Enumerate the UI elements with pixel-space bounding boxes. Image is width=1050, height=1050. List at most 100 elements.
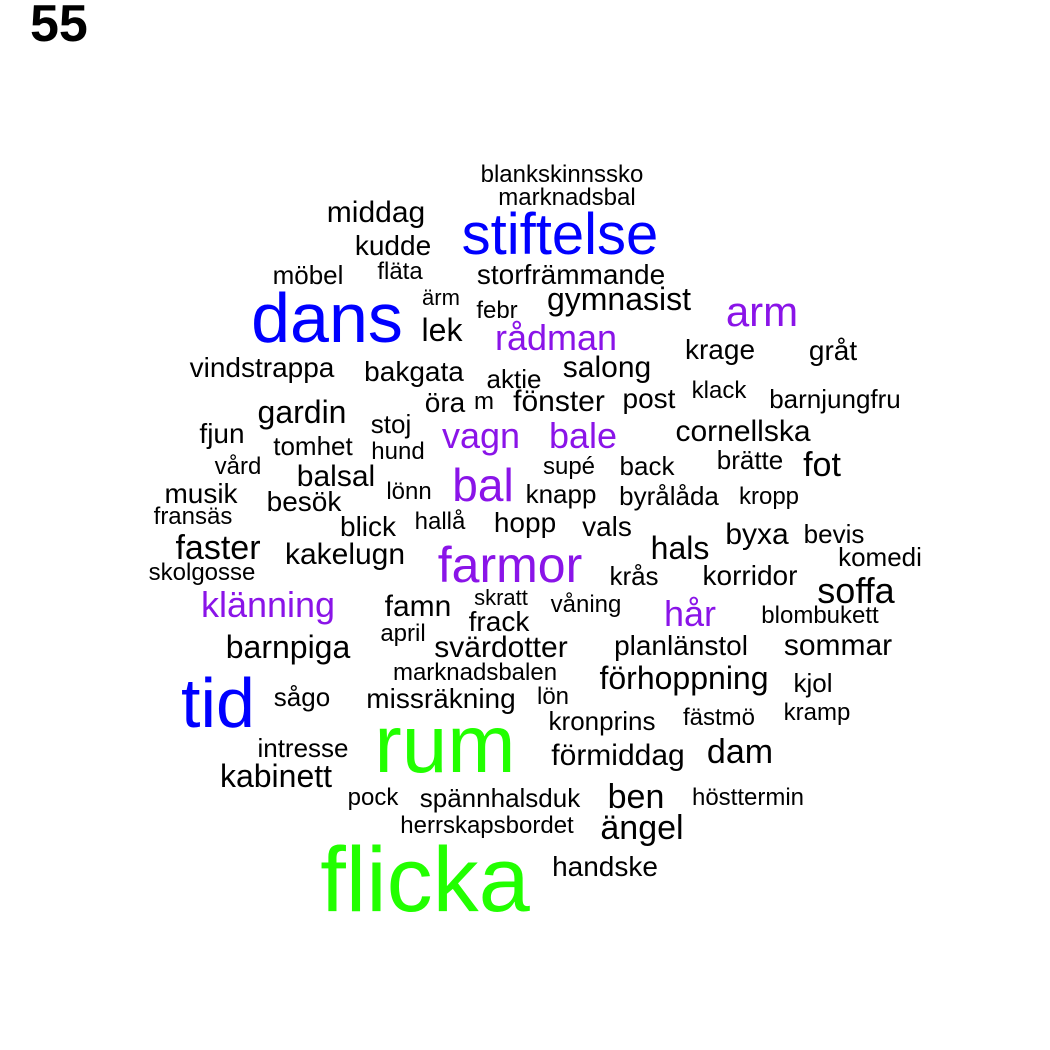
word-vagn: vagn	[441, 415, 521, 456]
word-angel: ängel	[600, 809, 684, 847]
word-bevis: bevis	[803, 519, 865, 549]
word-fastmo: fästmö	[682, 704, 756, 731]
word-fransas: fransäs	[153, 503, 233, 530]
word-vals: vals	[582, 511, 632, 542]
word-tid: tid	[181, 664, 255, 742]
word-dam: dam	[706, 733, 774, 771]
word-middag: middag	[326, 196, 426, 229]
word-balsal: balsal	[296, 460, 376, 493]
word-grat: gråt	[808, 335, 858, 366]
word-faster: faster	[175, 529, 261, 567]
word-intresse: intresse	[257, 733, 349, 763]
word-tomhet: tomhet	[273, 431, 353, 461]
word-marknadsbalen: marknadsbalen	[392, 659, 558, 686]
word-skolgosse: skolgosse	[148, 559, 256, 586]
word-sommar: sommar	[783, 629, 893, 662]
word-fonster: fönster	[513, 385, 605, 418]
word-komedi: komedi	[838, 542, 922, 572]
word-kudde: kudde	[354, 230, 432, 261]
word-farmor: farmor	[437, 537, 583, 593]
word-lek: lek	[421, 312, 463, 348]
word-stoj: stoj	[370, 409, 412, 439]
word-klanning: klänning	[200, 584, 336, 625]
word-pock: pock	[347, 784, 399, 811]
word-sago: sågo	[273, 682, 331, 712]
word-blick: blick	[339, 511, 397, 542]
word-supe: supé	[542, 453, 596, 480]
word-byxa: byxa	[725, 518, 789, 551]
word-svardotter: svärdotter	[434, 631, 568, 664]
word-klack: klack	[691, 377, 747, 404]
word-kronprins: kronprins	[548, 706, 656, 736]
word-ora: öra	[424, 387, 466, 418]
word-famn: famn	[384, 590, 452, 623]
word-barnjungfru: barnjungfru	[769, 384, 901, 414]
word-radman: rådman	[494, 317, 618, 358]
word-frack: frack	[468, 606, 530, 637]
word-kabinett: kabinett	[219, 758, 333, 794]
word-ben: ben	[607, 778, 665, 816]
word-stiftelse: stiftelse	[461, 202, 659, 267]
word-cornellska: cornellska	[675, 415, 811, 448]
word-musik: musik	[164, 478, 238, 509]
word-rum: rum	[374, 699, 516, 790]
word-soffa: soffa	[817, 570, 895, 611]
word-halla: hallå	[414, 508, 466, 535]
word-vindstrappa: vindstrappa	[189, 352, 335, 383]
word-febr: febr	[476, 297, 518, 324]
word-har: hår	[663, 593, 717, 634]
word-bal: bal	[452, 459, 514, 511]
word-kras: krås	[609, 561, 659, 591]
word-aktie: aktie	[486, 364, 542, 394]
word-fjun: fjun	[199, 418, 245, 449]
word-formiddag: förmiddag	[551, 739, 685, 772]
word-gymnasist: gymnasist	[546, 281, 692, 317]
word-byralada: byrålåda	[619, 481, 719, 511]
word-missrakning: missräkning	[366, 683, 516, 714]
word-hosttermin: hösttermin	[691, 784, 805, 811]
word-kakelugn: kakelugn	[284, 538, 406, 571]
word-besok: besök	[266, 486, 342, 517]
word-marknadsbal: marknadsbal	[498, 184, 636, 211]
word-blankskinnssko: blankskinnssko	[480, 161, 644, 188]
word-fot: fot	[803, 446, 841, 484]
word-arm: arm	[725, 288, 799, 335]
word-hals: hals	[650, 530, 710, 566]
word-april: april	[380, 620, 426, 647]
word-krage: krage	[684, 334, 756, 365]
word-handske: handske	[552, 851, 658, 882]
word-gardin: gardin	[257, 394, 347, 430]
word-storframmande: storfrämmande	[476, 259, 666, 290]
word-flicka: flicka	[320, 829, 530, 931]
word-herrskapsbordet: herrskapsbordet	[400, 812, 574, 839]
word-flata: fläta	[377, 258, 423, 285]
word-arm: ärm	[422, 285, 460, 310]
word-bakgata: bakgata	[364, 356, 464, 387]
word-planlanstol: planlänstol	[614, 630, 748, 661]
word-lon: lön	[536, 683, 570, 710]
word-knapp: knapp	[525, 479, 597, 509]
word-blombukett: blombukett	[761, 602, 879, 629]
word-bratte: brätte	[716, 445, 784, 475]
word-lonn: lönn	[386, 478, 432, 505]
word-forhoppning: förhoppning	[599, 660, 769, 696]
word-post: post	[622, 383, 676, 414]
word-barnpiga: barnpiga	[225, 629, 351, 665]
word-kjol: kjol	[793, 668, 833, 698]
word-kropp: kropp	[738, 483, 800, 510]
word-m: m	[474, 388, 494, 415]
word-skratt: skratt	[474, 585, 528, 610]
word-hopp: hopp	[493, 507, 557, 538]
word-hund: hund	[371, 438, 425, 465]
word-korridor: korridor	[702, 560, 798, 591]
word-bale: bale	[548, 415, 618, 456]
word-salong: salong	[562, 351, 652, 384]
word-dans: dans	[251, 279, 403, 357]
word-vard: vård	[214, 453, 262, 480]
word-back: back	[619, 451, 675, 481]
word-spannhalsduk: spännhalsduk	[419, 783, 581, 813]
word-mobel: möbel	[272, 260, 344, 290]
word-vaning: våning	[550, 591, 622, 618]
word-kramp: kramp	[783, 699, 851, 726]
